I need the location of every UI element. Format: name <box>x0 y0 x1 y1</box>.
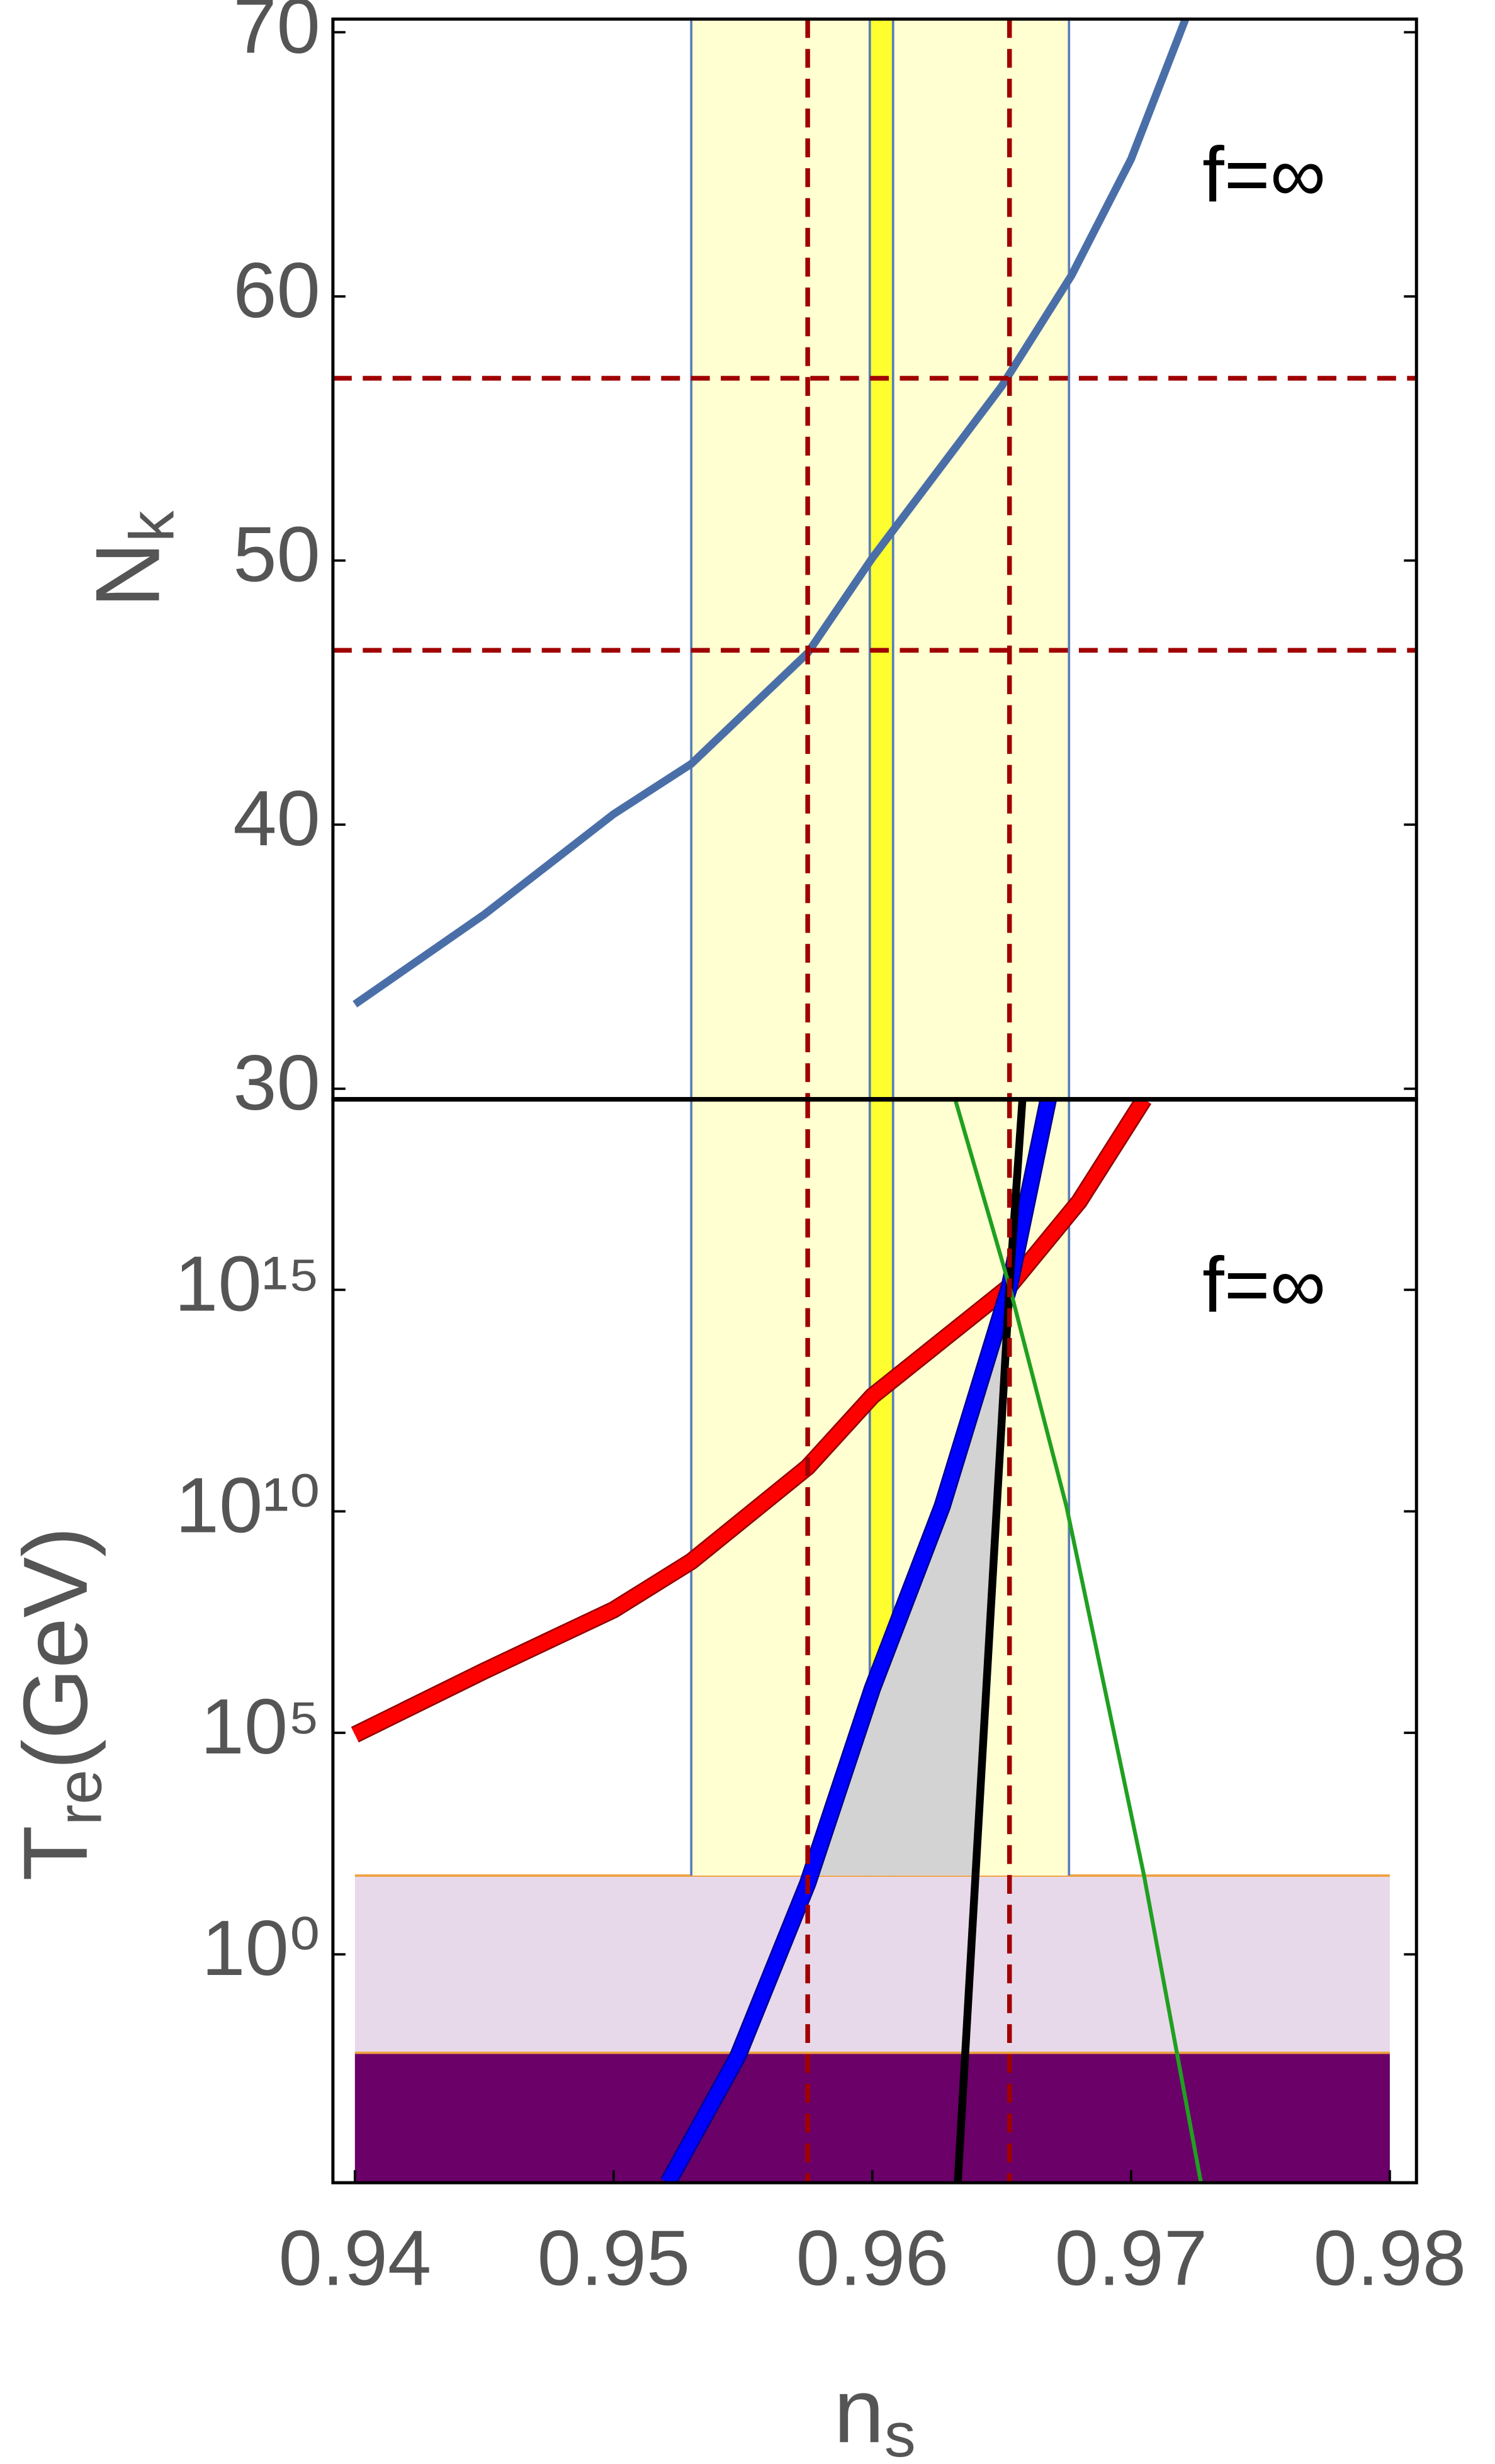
label-sub: re <box>45 1770 115 1826</box>
label-sub: s <box>884 2401 916 2464</box>
x-tick-label: 0.96 <box>796 2215 949 2302</box>
x-tick-label: 0.94 <box>278 2215 431 2302</box>
panel <box>332 19 1417 1100</box>
y-axis-label: Tre(GeV) <box>4 1527 115 1881</box>
y-tick-label: 60 <box>233 247 320 334</box>
label-main: N <box>77 542 179 608</box>
curve <box>953 1099 1203 2183</box>
horizontal-band <box>354 2052 1390 2183</box>
x-tick-label: 0.95 <box>537 2215 690 2302</box>
curve <box>353 19 1190 1008</box>
y-tick-label: 10¹⁰ <box>176 1461 320 1549</box>
annotation: f=∞ <box>1202 1241 1326 1329</box>
label-sub: k <box>118 510 188 542</box>
label-main: n <box>833 2360 884 2462</box>
label-rest: (GeV) <box>4 1527 106 1770</box>
y-tick-label: 10⁵ <box>200 1683 320 1770</box>
x-axis-label: ns <box>833 2360 915 2464</box>
annotation: f=∞ <box>1202 131 1326 218</box>
plots: 30 40 50 60 70 f=∞ Nk 10⁰ 10⁵ 10¹⁰ 10¹⁵ 0.94 0.95 0.9… <box>4 0 1466 2464</box>
y-tick-label: 70 <box>233 0 320 70</box>
horizontal-band <box>354 1876 1390 2053</box>
panel <box>351 1099 1390 2183</box>
x-tick-label: 0.97 <box>1055 2215 1208 2302</box>
y-tick-label: 30 <box>233 1039 320 1127</box>
y-tick-label: 10⁰ <box>201 1904 320 1992</box>
y-tick-label: 10¹⁵ <box>174 1240 320 1327</box>
y-tick-label: 50 <box>233 511 320 599</box>
y-tick-label: 40 <box>233 775 320 862</box>
x-tick-label: 0.98 <box>1314 2215 1467 2302</box>
y-axis-label: Nk <box>77 510 188 607</box>
label-main: T <box>4 1825 106 1881</box>
